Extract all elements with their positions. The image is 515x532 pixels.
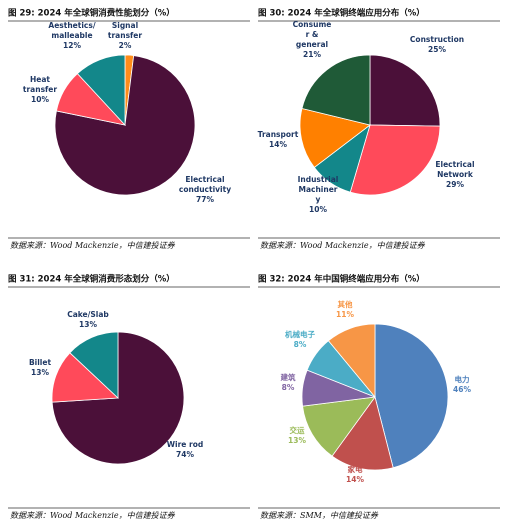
value-label: 11%: [336, 310, 354, 319]
slice-label: Electrical: [435, 160, 474, 169]
slice-label: transfer: [23, 85, 57, 94]
slice-label: 交运: [290, 425, 305, 435]
value-label: 14%: [346, 475, 364, 484]
value-label: 25%: [428, 45, 446, 54]
pie-slice: [369, 54, 441, 127]
slice-label: Aesthetics/: [48, 21, 95, 30]
slice-label: y: [316, 195, 321, 204]
value-label: 29%: [446, 180, 464, 189]
pie-slice: [299, 108, 371, 168]
value-label: 10%: [31, 95, 49, 104]
pie-slice: [331, 396, 394, 471]
pie-slice: [302, 396, 376, 457]
slice-label: Electrical: [185, 175, 224, 184]
pie-slice: [349, 124, 441, 196]
slice-label: 电力: [455, 374, 470, 384]
slice-label: 家电: [348, 464, 363, 474]
slice-label: Wire rod: [167, 440, 203, 449]
value-label: 10%: [309, 205, 327, 214]
slice-label: Construction: [410, 35, 464, 44]
figure-title: 图 31: 2024 年全球铜消费形态划分（%）: [8, 274, 175, 285]
value-label: 21%: [303, 50, 321, 59]
value-label: 8%: [294, 340, 307, 349]
value-label: 13%: [79, 320, 97, 329]
figure-title: 图 32: 2024 年中国铜终端应用分布（%）: [258, 274, 425, 285]
source-note: 数据来源：Wood Mackenzie，中信建投证券: [10, 241, 176, 250]
value-label: 2%: [119, 41, 132, 50]
slice-label: Transport: [258, 130, 299, 139]
value-label: 46%: [453, 385, 471, 394]
pie-slice: [301, 54, 371, 126]
slice-label: 机械电子: [285, 329, 315, 339]
value-label: 14%: [269, 140, 287, 149]
slice-label: conductivity: [179, 185, 231, 194]
slice-label: 其他: [338, 299, 353, 309]
pie-slice: [374, 323, 449, 469]
slice-label: general: [296, 40, 328, 49]
value-label: 77%: [196, 195, 214, 204]
value-label: 13%: [31, 368, 49, 377]
source-note: 数据来源：SMM，中信建投证券: [260, 511, 379, 520]
slice-label: r &: [306, 30, 319, 39]
slice-label: Network: [437, 170, 474, 179]
pie-slice: [76, 54, 126, 127]
slice-label: Machiner: [298, 185, 337, 194]
slice-label: malleable: [51, 31, 92, 40]
slice-label: Heat: [30, 75, 50, 84]
value-label: 12%: [63, 41, 81, 50]
value-label: 74%: [176, 450, 194, 459]
slice-label: Consume: [293, 20, 332, 29]
value-label: 8%: [282, 383, 295, 392]
slice-label: transfer: [108, 31, 142, 40]
slice-label: Cake/Slab: [67, 310, 109, 319]
figure-title: 图 30: 2024 年全球铜终端应用分布（%）: [258, 8, 425, 19]
pie-slice: [69, 331, 119, 399]
source-note: 数据来源：Wood Mackenzie，中信建投证券: [260, 241, 426, 250]
value-label: 13%: [288, 436, 306, 445]
pie-slice: [327, 323, 376, 399]
slice-label: Billet: [29, 358, 52, 367]
slice-label: Industrial: [298, 175, 339, 184]
figure-title: 图 29: 2024 年全球铜消费性能划分（%）: [8, 8, 175, 19]
slice-label: Signal: [112, 21, 138, 30]
source-note: 数据来源：Wood Mackenzie，中信建投证券: [10, 511, 176, 520]
slice-label: 建筑: [280, 372, 296, 382]
